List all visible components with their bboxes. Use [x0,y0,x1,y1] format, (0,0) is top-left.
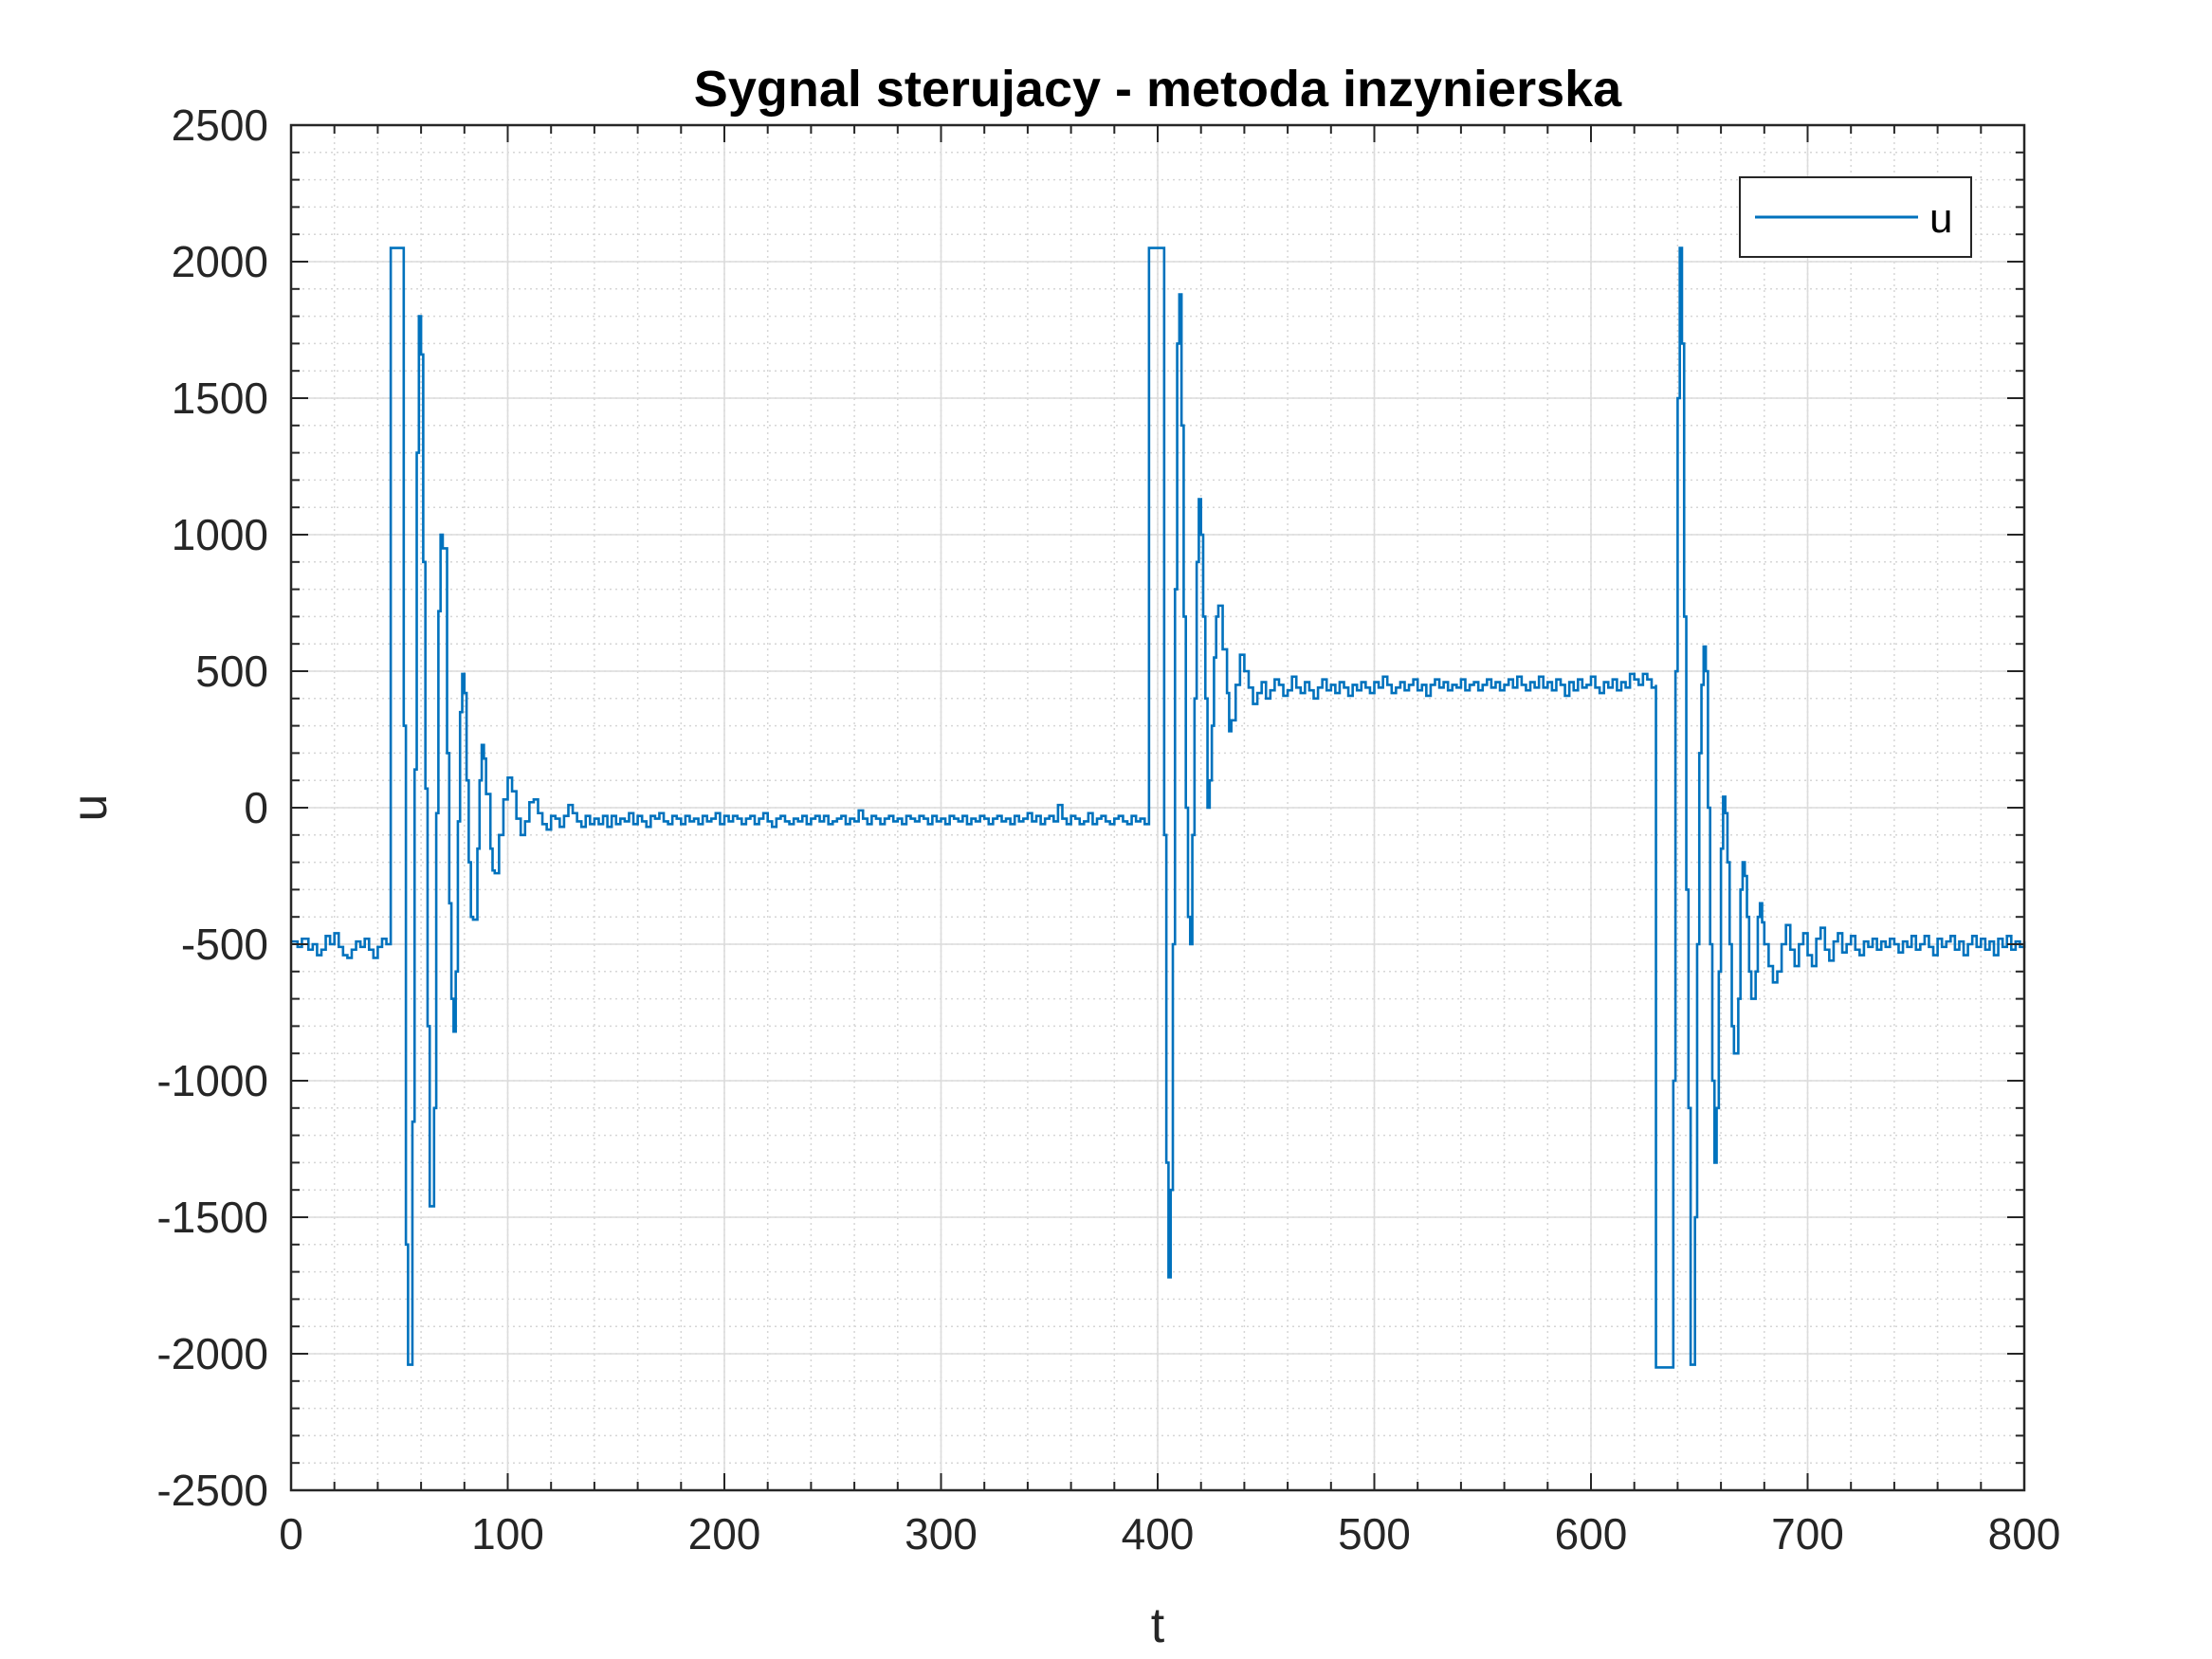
y-tick-label: -1000 [156,1056,268,1105]
y-tick-label: 0 [244,783,268,832]
legend-label-u: u [1929,195,1952,242]
y-tick-label: 2500 [172,100,268,150]
x-axis-label: t [1151,1598,1165,1653]
x-tick-label: 600 [1555,1509,1628,1559]
x-tick-label: 300 [905,1509,978,1559]
x-tick-label: 200 [688,1509,761,1559]
chart-title: Sygnal sterujacy - metoda inzynierska [694,61,1622,118]
legend[interactable]: u [1739,176,1972,258]
x-tick-label: 100 [471,1509,544,1559]
series-line-u [291,246,2026,1369]
y-tick-label: -500 [181,920,268,969]
y-tick-label: 500 [195,647,268,696]
x-tick-label: 0 [279,1509,303,1559]
tick-marks [290,124,2025,1491]
y-tick-label: 1500 [172,374,268,423]
x-tick-label: 700 [1771,1509,1844,1559]
y-tick-label: 1000 [172,510,268,559]
y-tick-label: -2000 [156,1329,268,1378]
series-layer [291,246,2026,1369]
y-tick-label: 2000 [172,237,268,286]
x-tick-labels: 0 100 200 300 400 500 600 700 800 [279,1509,2060,1559]
y-tick-label: -2500 [156,1466,268,1515]
x-tick-label: 400 [1122,1509,1195,1559]
x-tick-label: 800 [1988,1509,2061,1559]
y-tick-label: -1500 [156,1193,268,1242]
y-axis-label: u [63,794,118,822]
x-tick-label: 500 [1338,1509,1411,1559]
y-tick-labels: -2500 -2000 -1500 -1000 -500 0 500 1000 1500 2000… [156,100,268,1515]
